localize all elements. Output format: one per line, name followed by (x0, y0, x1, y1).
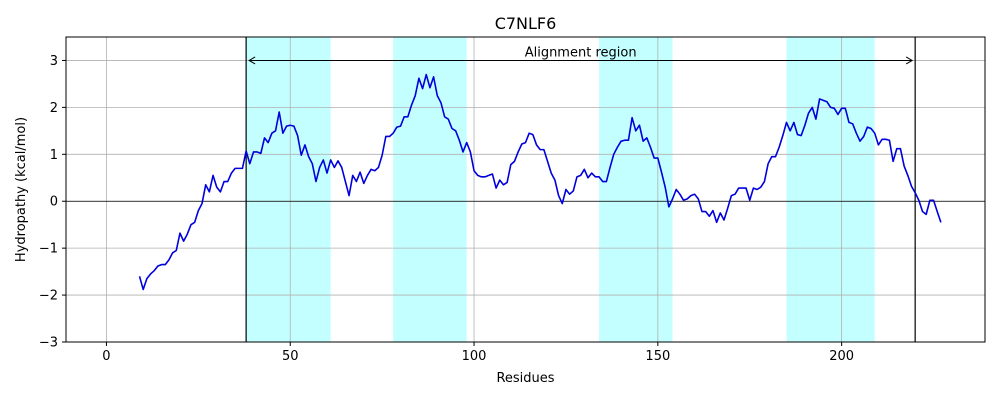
y-tick-label: 1 (50, 148, 58, 163)
y-tick-label: 0 (50, 195, 58, 210)
y-tick-label: −1 (39, 242, 58, 257)
chart-title: C7NLF6 (495, 14, 557, 33)
y-tick-label: 2 (50, 101, 58, 116)
x-tick-label: 150 (645, 349, 670, 364)
highlight-band-4 (786, 37, 875, 342)
arrow-head-left (248, 56, 256, 65)
highlight-bands (246, 37, 875, 342)
x-axis: 0 50 100 150 200 (102, 342, 854, 364)
x-axis-label: Residues (496, 371, 554, 386)
y-tick-label: −2 (39, 289, 58, 304)
y-axis: −3 −2 −1 0 1 2 3 (39, 54, 66, 351)
x-tick-label: 200 (829, 349, 854, 364)
series-line-hydropathy (138, 73, 942, 291)
y-tick-label: −3 (39, 336, 58, 351)
highlight-band-2 (393, 37, 467, 342)
alignment-label: Alignment region (525, 45, 637, 60)
y-tick-label: 3 (50, 54, 58, 69)
highlight-band-1 (246, 37, 331, 342)
y-axis-label: Hydropathy (kcal/mol) (14, 117, 29, 262)
x-tick-label: 50 (282, 349, 299, 364)
plot-frame (65, 36, 986, 343)
alignment-region: Alignment region (245, 37, 916, 342)
highlight-band-3 (599, 37, 673, 342)
x-tick-label: 100 (462, 349, 487, 364)
arrow-head-right (905, 56, 914, 65)
x-tick-label: 0 (102, 349, 110, 364)
